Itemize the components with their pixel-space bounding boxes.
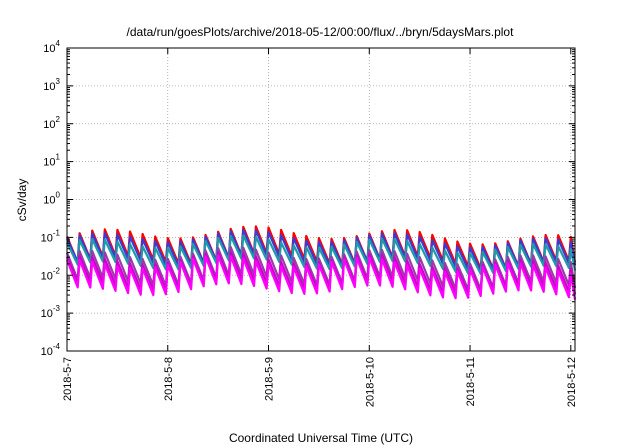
- grid: [67, 48, 575, 351]
- chart-title: /data/run/goesPlots/archive/2018-05-12/0…: [127, 25, 515, 39]
- y-axis-label: cSv/day: [15, 179, 29, 222]
- y-tick-label: 10-4: [41, 342, 61, 358]
- x-tick-label: 2018-5-9: [264, 357, 276, 401]
- y-tick-label: 10-2: [41, 266, 61, 282]
- y-tick-label: 101: [43, 153, 60, 169]
- y-tick-label: 100: [43, 191, 60, 207]
- y-tick-label: 102: [43, 115, 60, 131]
- y-ticks: 10-4 10-3 10-2 10-1 100 101 102 103 104: [41, 39, 575, 358]
- x-tick-label: 2018-5-8: [163, 357, 175, 401]
- plot-frame: [66, 47, 576, 352]
- y-tick-label: 104: [43, 39, 60, 55]
- y-tick-label: 10-1: [41, 228, 61, 244]
- x-ticks: 2018-5-7 2018-5-8 2018-5-9 2018-5-10 2018-5-…: [62, 48, 578, 407]
- series-group: [65, 225, 577, 300]
- x-tick-label: 2018-5-11: [465, 357, 477, 406]
- y-tick-label: 10-3: [41, 304, 61, 320]
- x-tick-label: 2018-5-7: [62, 357, 74, 401]
- y-tick-label: 103: [43, 77, 60, 93]
- x-axis-label: Coordinated Universal Time (UTC): [229, 431, 413, 445]
- x-tick-label: 2018-5-10: [364, 357, 376, 407]
- x-tick-label: 2018-5-12: [566, 357, 578, 407]
- series-line: [65, 254, 577, 300]
